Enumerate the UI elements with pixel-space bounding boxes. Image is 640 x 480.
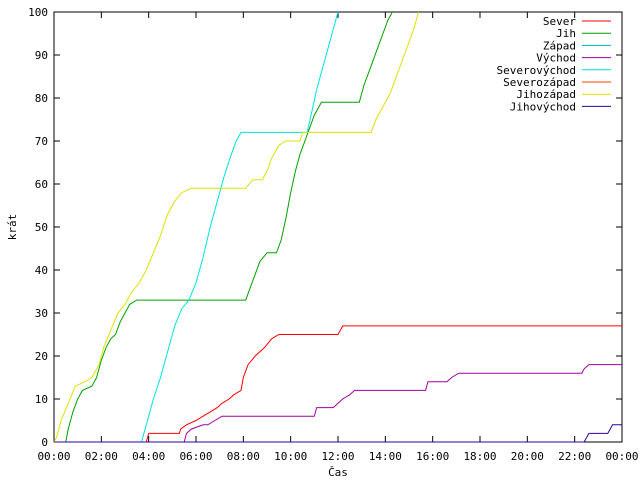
x-tick-label: 00:00 (37, 450, 70, 463)
x-tick-label: 00:00 (605, 450, 638, 463)
legend: SeverJihZápadVýchodSeverovýchodSeverozáp… (497, 15, 611, 113)
legend-label: Jihozápad (516, 88, 576, 101)
x-axis-label: Čas (328, 466, 348, 479)
x-tick-label: 14:00 (369, 450, 402, 463)
x-tick-label: 16:00 (416, 450, 449, 463)
x-tick-label: 12:00 (321, 450, 354, 463)
y-tick-label: 60 (35, 178, 48, 191)
legend-label: Jih (556, 27, 576, 40)
series-line (53, 11, 419, 443)
series-line (54, 424, 622, 443)
x-axis-ticks: 00:00 02:00 04:00 06:00 08:00 10:00 12:00 14:00… (37, 12, 639, 463)
x-tick-label: 08:00 (227, 450, 260, 463)
x-tick-label: 10:00 (274, 450, 307, 463)
x-tick-label: 02:00 (85, 450, 118, 463)
y-tick-label: 0 (41, 436, 48, 449)
y-tick-label: 100 (28, 6, 48, 19)
x-tick-label: 22:00 (558, 450, 591, 463)
x-tick-label: 06:00 (179, 450, 212, 463)
legend-label: Severovýchod (497, 64, 576, 77)
x-tick-label: 18:00 (463, 450, 496, 463)
legend-label: Jihovýchod (510, 100, 576, 113)
series-line (54, 325, 622, 443)
y-tick-label: 40 (35, 264, 48, 277)
y-tick-label: 90 (35, 49, 48, 62)
series-line (54, 11, 393, 443)
y-tick-label: 10 (35, 393, 48, 406)
y-tick-label: 80 (35, 92, 48, 105)
y-tick-label: 70 (35, 135, 48, 148)
x-tick-label: 04:00 (132, 450, 165, 463)
series-line (54, 364, 622, 443)
y-axis-label: krát (6, 214, 19, 241)
y-tick-label: 20 (35, 350, 48, 363)
series-line (54, 11, 339, 443)
legend-label: Severozápad (503, 76, 576, 89)
x-tick-label: 20:00 (511, 450, 544, 463)
legend-label: Sever (543, 15, 576, 28)
legend-label: Východ (536, 52, 576, 65)
y-tick-label: 30 (35, 307, 48, 320)
legend-label: Západ (543, 39, 576, 52)
series-lines (53, 11, 622, 443)
y-tick-label: 50 (35, 221, 48, 234)
y-axis-ticks: 0 10 20 30 40 50 60 70 80 90 100 (28, 6, 622, 449)
